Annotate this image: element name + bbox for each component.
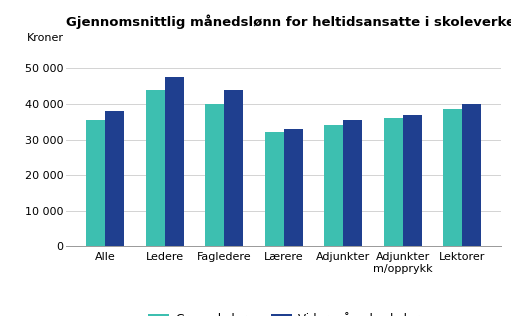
Text: Gjennomsnittlig månedslønn for heltidsansatte i skoleverket. 2008: Gjennomsnittlig månedslønn for heltidsan… [66, 14, 511, 28]
Bar [384, 118, 403, 246]
Bar [105, 111, 124, 246]
Bar [462, 104, 481, 246]
Bar [224, 90, 243, 246]
Bar [284, 129, 303, 246]
Bar [343, 120, 362, 246]
Bar [205, 104, 224, 246]
Bar [443, 109, 462, 246]
Text: Kroner: Kroner [28, 33, 64, 43]
Bar [265, 132, 284, 246]
Legend: Grunnskoler, Videregående skoler: Grunnskoler, Videregående skoler [143, 307, 424, 316]
Bar [86, 120, 105, 246]
Bar [324, 125, 343, 246]
Bar [146, 90, 165, 246]
Bar [165, 77, 183, 246]
Bar [403, 115, 422, 246]
